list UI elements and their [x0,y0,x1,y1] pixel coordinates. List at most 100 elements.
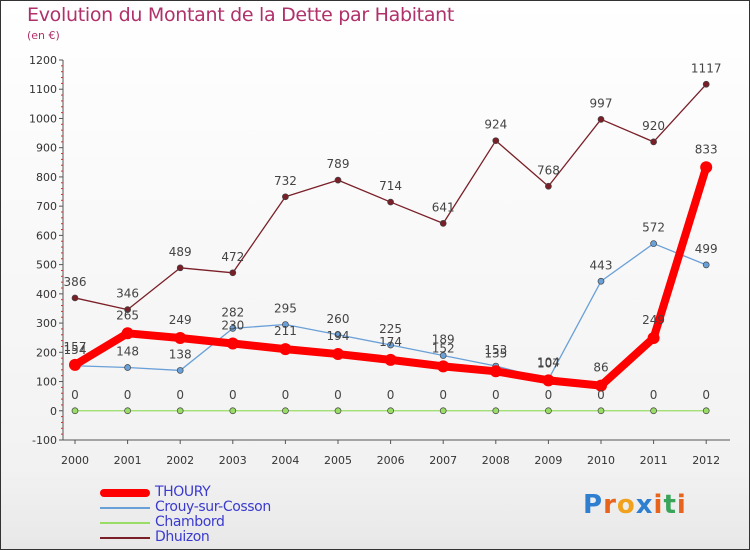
x-tick-label: 2004 [271,454,299,467]
data-point [492,407,500,415]
data-point [69,358,81,371]
y-tick-label: 1200 [29,54,57,67]
data-label: 572 [642,221,665,235]
data-label: 265 [116,308,139,322]
data-point [597,407,605,415]
y-tick-label: 100 [36,376,57,389]
data-label: 499 [695,242,718,256]
data-point [489,365,502,378]
data-point [229,324,237,332]
data-label: 0 [71,388,79,402]
legend-label: Chambord [155,514,225,530]
data-label: 0 [282,388,290,402]
data-label: 0 [176,388,184,402]
data-point [492,137,500,145]
legend-label: THOURY [155,484,211,500]
data-point [334,407,342,415]
data-label: 249 [169,313,192,327]
legend-swatch [100,522,150,524]
data-point [176,367,184,374]
y-tick-label: 400 [36,288,57,301]
data-point [545,182,552,190]
data-label: 0 [597,388,605,402]
data-label: 138 [169,347,192,361]
data-point [176,407,184,415]
data-point [545,407,552,415]
logo-letter: i [653,490,664,520]
data-label: 789 [327,157,350,171]
data-label: 0 [334,388,342,402]
data-label: 920 [642,119,665,133]
data-point [650,138,657,146]
data-point [437,360,450,373]
data-point [647,331,660,344]
data-point [121,327,134,340]
logo-letter: P [583,490,604,520]
data-point [71,407,79,415]
legend-swatch [100,537,150,539]
x-tick-label: 2008 [482,454,510,467]
chart-title: Evolution du Montant de la Dette par Hab… [27,4,455,26]
data-label: 282 [221,305,244,319]
y-tick-label: 1100 [29,83,57,96]
data-label: 211 [274,324,297,338]
legend-label: Crouy-sur-Cosson [155,499,271,515]
data-label: 0 [545,388,553,402]
data-label: 174 [379,335,402,349]
data-point [439,352,447,359]
data-point [282,407,289,415]
data-point [384,353,397,366]
data-label: 135 [484,346,507,360]
data-point [702,80,710,88]
data-point [597,277,605,285]
data-label: 225 [379,322,402,336]
data-point [387,198,394,206]
data-label: 714 [379,179,402,193]
data-point [702,407,710,415]
data-label: 0 [229,388,237,402]
legend-swatch [100,507,150,509]
x-tick-label: 2001 [114,454,142,467]
logo-letter: x [635,490,654,520]
data-label: 0 [702,388,710,402]
chart-subtitle: (en €) [27,29,60,42]
data-point [174,331,187,344]
data-label: 443 [590,258,613,272]
data-label: 1117 [691,61,722,75]
data-labels-layer: 386 346 489 472 732 789 714 641 924 768 997 920 1117… [64,61,722,402]
data-point [387,341,394,349]
y-tick-label: 700 [36,200,57,213]
y-tick-label: 800 [36,171,57,184]
data-point [700,161,713,174]
data-point [282,321,289,328]
x-tick-label: 2010 [587,454,615,467]
chart-axes: -100010020030040050060070080090010001100… [29,54,730,467]
data-point [332,348,344,361]
data-label: 997 [590,96,613,110]
logo-letter: i [676,490,687,520]
data-point [702,261,710,269]
data-point [124,407,131,415]
data-label: 732 [274,174,297,188]
x-tick-label: 2012 [692,454,720,467]
y-tick-label: 1000 [29,112,57,125]
data-label: 86 [593,361,608,375]
data-point [439,407,447,415]
data-label: 0 [492,388,500,402]
x-tick-label: 2011 [640,454,668,467]
data-point [595,379,607,392]
data-label: 0 [650,388,658,402]
data-label: 386 [64,275,87,289]
data-label: 194 [327,329,350,343]
data-point [279,343,292,356]
data-label: 768 [537,163,560,177]
y-tick-label: 300 [36,317,57,330]
data-point [650,407,657,415]
data-label: 230 [221,319,244,333]
data-point [334,176,342,184]
logo-letter: r [603,490,617,520]
data-label: 0 [124,388,132,402]
x-tick-label: 2006 [377,454,405,467]
y-tick-label: 600 [36,229,57,242]
data-point [176,264,184,272]
